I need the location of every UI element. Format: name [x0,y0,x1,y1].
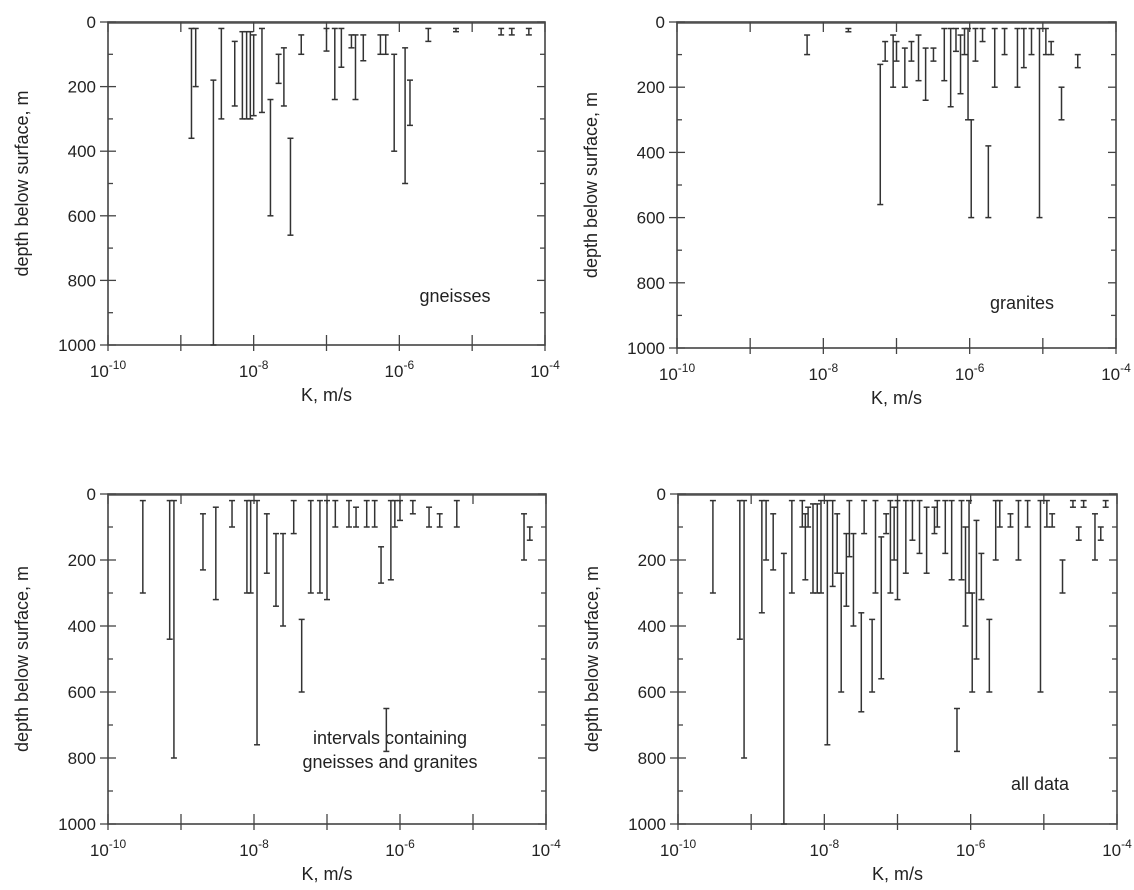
x-tick-label: 10-6 [385,837,415,860]
y-tick-label: 1000 [628,815,666,834]
x-axis-label: K, m/s [301,864,352,884]
panel-annotation-line: intervals containing [313,728,467,748]
panel-gneisses-and-granites: 10-10 10-8 10-6 10-4 0 200 400 600 800 1000 K, m/s… [12,485,561,884]
x-tick-label: 10-4 [530,358,560,381]
x-tick-label: 10-4 [1101,361,1131,384]
y-tick-label: 400 [68,617,96,636]
x-tick-label: 10-4 [531,837,561,860]
x-tick-label: 10-10 [90,358,127,381]
x-tick-label: 10-8 [239,837,269,860]
y-tick-label: 600 [68,683,96,702]
panel-annotation: granites [990,293,1054,313]
panel-annotation: all data [1011,774,1070,794]
y-tick-label: 400 [68,142,96,161]
y-tick-label: 600 [638,683,666,702]
y-tick-label: 1000 [58,815,96,834]
y-tick-label: 800 [637,274,665,293]
y-tick-label: 200 [638,551,666,570]
y-tick-label: 600 [637,209,665,228]
y-tick-label: 0 [87,485,96,504]
y-tick-label: 800 [638,749,666,768]
panel-gneisses: 10-10 10-8 10-6 10-4 0 200 400 600 800 1000 K, m/s… [12,13,560,405]
x-tick-label: 10-10 [659,361,696,384]
y-tick-label: 800 [68,271,96,290]
x-tick-label: 10-10 [660,837,697,860]
y-tick-label: 200 [68,551,96,570]
x-tick-label: 10-6 [956,837,986,860]
y-axis-label: depth below surface, m [581,92,601,278]
y-axis-label: depth below surface, m [12,566,32,752]
x-tick-label: 10-8 [239,358,269,381]
y-tick-label: 800 [68,749,96,768]
x-tick-label: 10-6 [385,358,415,381]
panel-annotation-line: gneisses and granites [302,752,477,772]
panel-annotation: gneisses [419,286,490,306]
x-tick-label: 10-8 [809,361,839,384]
x-tick-label: 10-6 [955,361,985,384]
y-tick-label: 400 [637,143,665,162]
x-tick-label: 10-4 [1102,837,1132,860]
x-axis-label: K, m/s [872,864,923,884]
panel-all-data: 10-10 10-8 10-6 10-4 0 200 400 600 800 1000 K, m/s… [582,485,1132,884]
y-tick-label: 0 [656,13,665,32]
y-axis-label: depth below surface, m [12,90,32,276]
x-axis-label: K, m/s [871,388,922,408]
y-tick-label: 0 [657,485,666,504]
x-axis-label: K, m/s [301,385,352,405]
x-tick-label: 10-8 [810,837,840,860]
y-axis-label: depth below surface, m [582,566,602,752]
y-tick-label: 200 [68,78,96,97]
y-tick-label: 1000 [58,336,96,355]
y-tick-label: 0 [87,13,96,32]
panel-granites: 10-10 10-8 10-6 10-4 0 200 400 600 800 1000 K, m/s… [581,13,1131,408]
x-tick-label: 10-10 [90,837,127,860]
y-tick-label: 400 [638,617,666,636]
y-tick-label: 1000 [627,339,665,358]
y-tick-label: 200 [637,78,665,97]
y-tick-label: 600 [68,207,96,226]
